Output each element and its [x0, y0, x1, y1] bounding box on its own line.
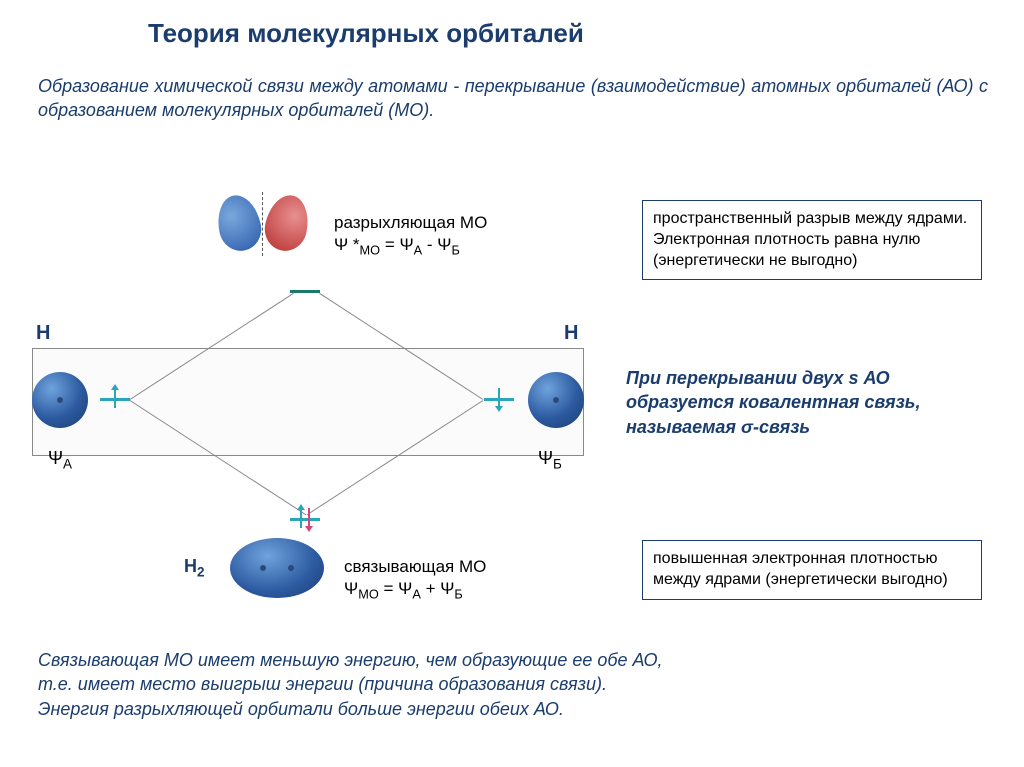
footer-summary: Связывающая МО имеет меньшую энергию, че…	[38, 648, 663, 721]
info-box-top: пространственный разрыв между ядрами. Эл…	[642, 200, 982, 280]
atom-right-psi: ΨБ	[538, 448, 562, 472]
antibonding-nodal-plane	[262, 192, 263, 256]
atom-right-nucleus	[553, 397, 559, 403]
h2-label: H2	[184, 556, 205, 580]
antibonding-label-line1: разрыхляющая МО	[334, 212, 487, 234]
bonding-label-line2: ΨМО = ΨА + ΨБ	[344, 578, 486, 603]
footer-line2: т.е. имеет место выигрыш энергии (причин…	[38, 672, 663, 696]
footer-line1: Связывающая МО имеет меньшую энергию, че…	[38, 648, 663, 672]
sigma-bond-text: При перекрывании двух s АО образуется ко…	[626, 366, 996, 439]
atom-right-label: H	[564, 322, 578, 345]
page-title: Теория молекулярных орбиталей	[148, 18, 584, 49]
atom-left-label: H	[36, 322, 50, 345]
atom-left-sphere	[32, 372, 88, 428]
antibonding-lobe-right	[261, 191, 314, 255]
atom-left-nucleus	[57, 397, 63, 403]
bonding-label: связывающая МО ΨМО = ΨА + ΨБ	[344, 556, 486, 603]
bonding-nucleus-2	[288, 565, 294, 571]
atom-right-spin	[498, 388, 500, 408]
info-box-bottom: повышенная электронная плотностью между …	[642, 540, 982, 600]
antibonding-label-line2: Ψ *МО = ΨА - ΨБ	[334, 234, 487, 259]
atom-left-spin	[114, 388, 116, 408]
bonding-nucleus-1	[260, 565, 266, 571]
bonding-label-line1: связывающая МО	[344, 556, 486, 578]
atom-right-sphere	[528, 372, 584, 428]
atom-left-psi: ΨА	[48, 448, 72, 472]
bonding-orbital	[230, 538, 324, 598]
antibonding-lobe-left	[213, 191, 266, 255]
antibonding-level	[290, 290, 320, 293]
bonding-spin-down	[308, 508, 310, 528]
footer-line3: Энергия разрыхляющей орбитали больше эне…	[38, 697, 663, 721]
antibonding-label: разрыхляющая МО Ψ *МО = ΨА - ΨБ	[334, 212, 487, 259]
bonding-spin-up	[300, 508, 302, 528]
intro-paragraph: Образование химической связи между атома…	[38, 74, 988, 123]
bonding-level	[290, 518, 320, 521]
